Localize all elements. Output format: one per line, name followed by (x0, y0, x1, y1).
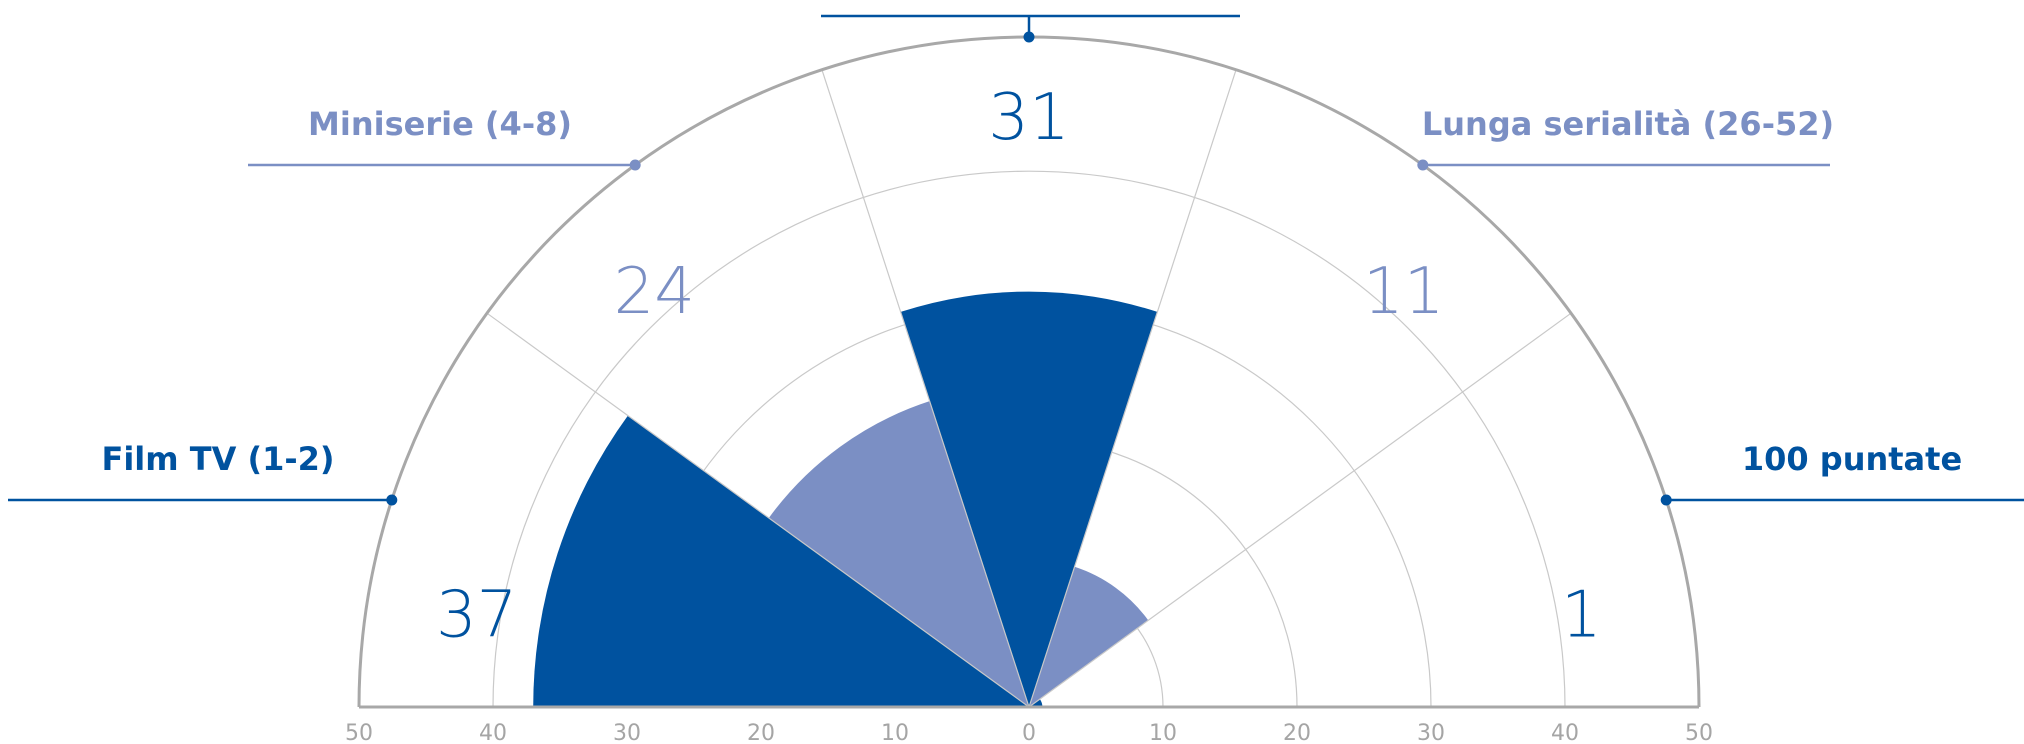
spoke-1 (486, 312, 1030, 708)
spoke-4 (1028, 312, 1572, 708)
leader-dot-3 (1417, 159, 1429, 171)
tick-label: 10 (1149, 721, 1177, 744)
value-label-4: 1 (1561, 579, 1602, 653)
tick-label: 40 (1551, 721, 1579, 744)
tick-label: 30 (613, 721, 641, 744)
tick-label: 40 (479, 721, 507, 744)
tick-label: 20 (1283, 721, 1311, 744)
sector-3 (1029, 566, 1149, 707)
leader-dot-4 (1660, 494, 1672, 506)
value-label-1: 24 (614, 255, 695, 329)
leader-dot-0 (386, 494, 398, 506)
category-label-3: Lunga serialità (26-52) (1422, 105, 1834, 143)
category-label-layer: Film TV (1-2) Miniserie (4-8) Lunga serial… (8, 14, 2024, 506)
category-label-4: 100 puntate (1742, 440, 1962, 478)
sector-1 (768, 401, 1029, 707)
sector-layer (533, 291, 1158, 707)
value-label-2: 31 (988, 81, 1069, 155)
tick-label: 30 (1417, 721, 1445, 744)
value-label-3: 11 (1363, 255, 1444, 329)
grid-ring-40 (492, 170, 1566, 708)
value-label-0: 37 (436, 579, 517, 653)
tick-label: 0 (1022, 721, 1036, 744)
sector-0 (533, 415, 1029, 707)
spoke-layer (486, 69, 1572, 708)
category-label-0: Film TV (1-2) (101, 440, 334, 478)
leader-dot-1 (629, 159, 641, 171)
tick-label: 10 (881, 721, 909, 744)
tick-label: 50 (1685, 721, 1713, 744)
axis-layer: 50 40 30 20 10 0 10 20 30 40 50 (345, 35, 1713, 744)
sector-2 (900, 291, 1158, 707)
tick-label: 20 (747, 721, 775, 744)
spoke-2 (821, 69, 1030, 708)
tick-label: 50 (345, 721, 373, 744)
category-label-1: Miniserie (4-8) (308, 105, 572, 143)
leader-dot-2 (1023, 31, 1035, 43)
spoke-3 (1028, 69, 1237, 708)
